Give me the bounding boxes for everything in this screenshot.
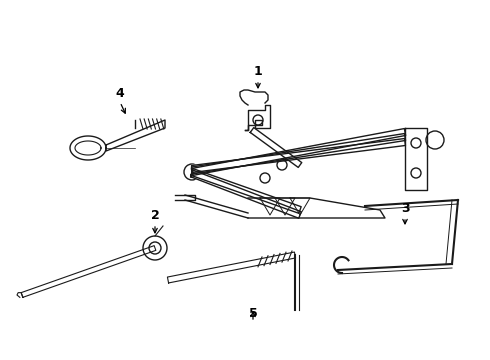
Text: 5: 5 xyxy=(248,307,257,320)
Text: 4: 4 xyxy=(116,87,124,100)
Text: 3: 3 xyxy=(401,202,409,215)
Polygon shape xyxy=(192,129,406,175)
Text: 2: 2 xyxy=(150,209,159,222)
Polygon shape xyxy=(405,128,427,190)
Polygon shape xyxy=(168,252,295,283)
Circle shape xyxy=(260,173,270,183)
Polygon shape xyxy=(175,195,195,200)
Polygon shape xyxy=(17,293,23,297)
Polygon shape xyxy=(191,169,301,213)
Polygon shape xyxy=(106,120,165,151)
Circle shape xyxy=(411,138,421,148)
Text: 1: 1 xyxy=(254,65,262,78)
Polygon shape xyxy=(21,246,156,297)
Circle shape xyxy=(149,242,161,254)
Circle shape xyxy=(426,131,444,149)
Polygon shape xyxy=(250,127,302,167)
Polygon shape xyxy=(248,198,385,218)
Circle shape xyxy=(411,168,421,178)
Circle shape xyxy=(277,160,287,170)
Polygon shape xyxy=(192,134,406,174)
Circle shape xyxy=(184,164,200,180)
Polygon shape xyxy=(191,170,301,218)
Circle shape xyxy=(143,236,167,260)
Polygon shape xyxy=(192,139,405,172)
